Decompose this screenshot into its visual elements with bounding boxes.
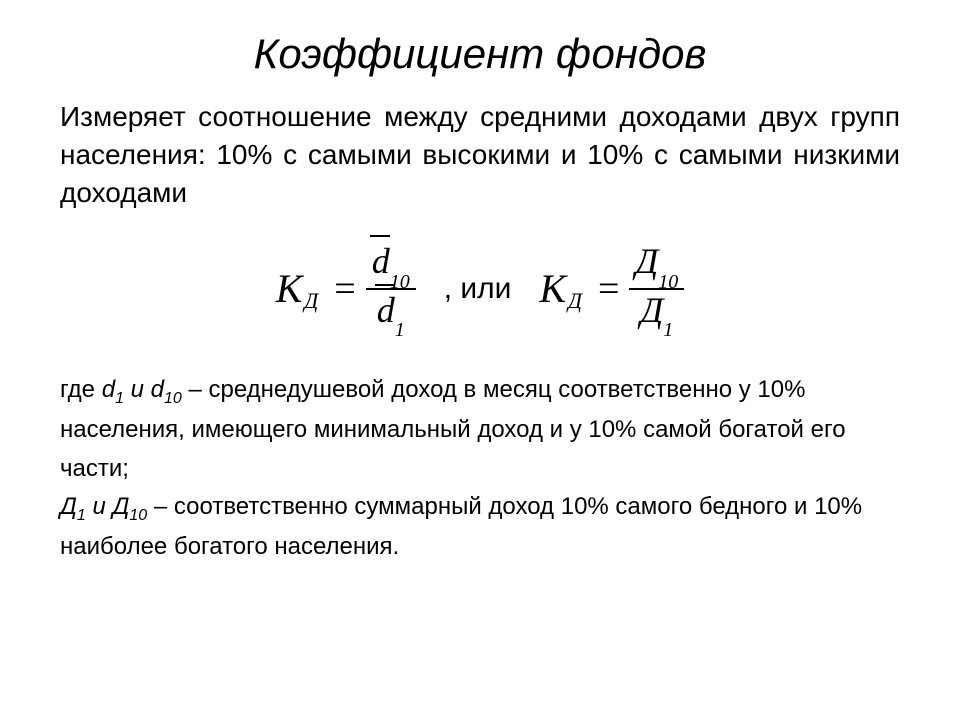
formula-1: К Д = d10 d1 xyxy=(276,241,416,335)
formula-lhs-symbol: К xyxy=(539,265,566,312)
f2-den-symbol: Д xyxy=(640,290,663,330)
legend-D10: Д xyxy=(113,493,130,520)
fraction-1-denominator: d1 xyxy=(371,290,411,336)
formula-row: К Д = d10 d1 , или К Д = Д10 xyxy=(60,241,900,335)
fraction-1: d10 d1 xyxy=(366,241,416,335)
legend-D1-sub: 1 xyxy=(77,507,86,524)
fraction-2-numerator: Д10 xyxy=(629,241,684,289)
legend-D1: Д xyxy=(60,493,77,520)
formula-lhs-subscript: Д xyxy=(304,288,318,314)
overbar-icon xyxy=(370,235,390,237)
legend-D10-sub: 10 xyxy=(129,507,147,524)
formula-2: К Д = Д10 Д1 xyxy=(539,241,684,335)
f2-den-sub: 1 xyxy=(663,319,673,341)
overbar-icon xyxy=(375,284,395,286)
legend-D-desc: – соответственно суммарный доход 10% сам… xyxy=(60,493,862,560)
legend-and1: и xyxy=(124,376,151,403)
fraction-2-denominator: Д1 xyxy=(634,290,679,336)
f2-num-symbol: Д xyxy=(635,241,658,281)
legend-paragraph: где d1 и d10 – среднедушевой доход в мес… xyxy=(60,371,900,567)
fraction-1-numerator: d10 xyxy=(366,241,416,289)
f1-den-symbol: d xyxy=(377,290,395,330)
legend-d10-sub: 10 xyxy=(164,390,182,407)
equals-sign: = xyxy=(598,267,619,311)
or-separator: , или xyxy=(444,272,512,306)
formula-lhs-symbol: К xyxy=(276,265,303,312)
legend-where: где xyxy=(60,376,102,403)
f1-den-sub: 1 xyxy=(395,319,405,341)
formula-lhs-subscript: Д xyxy=(568,288,582,314)
slide: Коэффициент фондов Измеряет соотношение … xyxy=(0,0,960,720)
fraction-2: Д10 Д1 xyxy=(629,241,684,335)
legend-and2: и xyxy=(86,493,113,520)
f1-num-symbol: d xyxy=(372,241,390,281)
legend-d1: d xyxy=(102,376,115,403)
legend-d10: d xyxy=(151,376,164,403)
legend-d1-sub: 1 xyxy=(115,390,124,407)
slide-title: Коэффициент фондов xyxy=(60,30,900,78)
body-paragraph: Измеряет соотношение между средними дохо… xyxy=(60,98,900,211)
equals-sign: = xyxy=(334,267,355,311)
